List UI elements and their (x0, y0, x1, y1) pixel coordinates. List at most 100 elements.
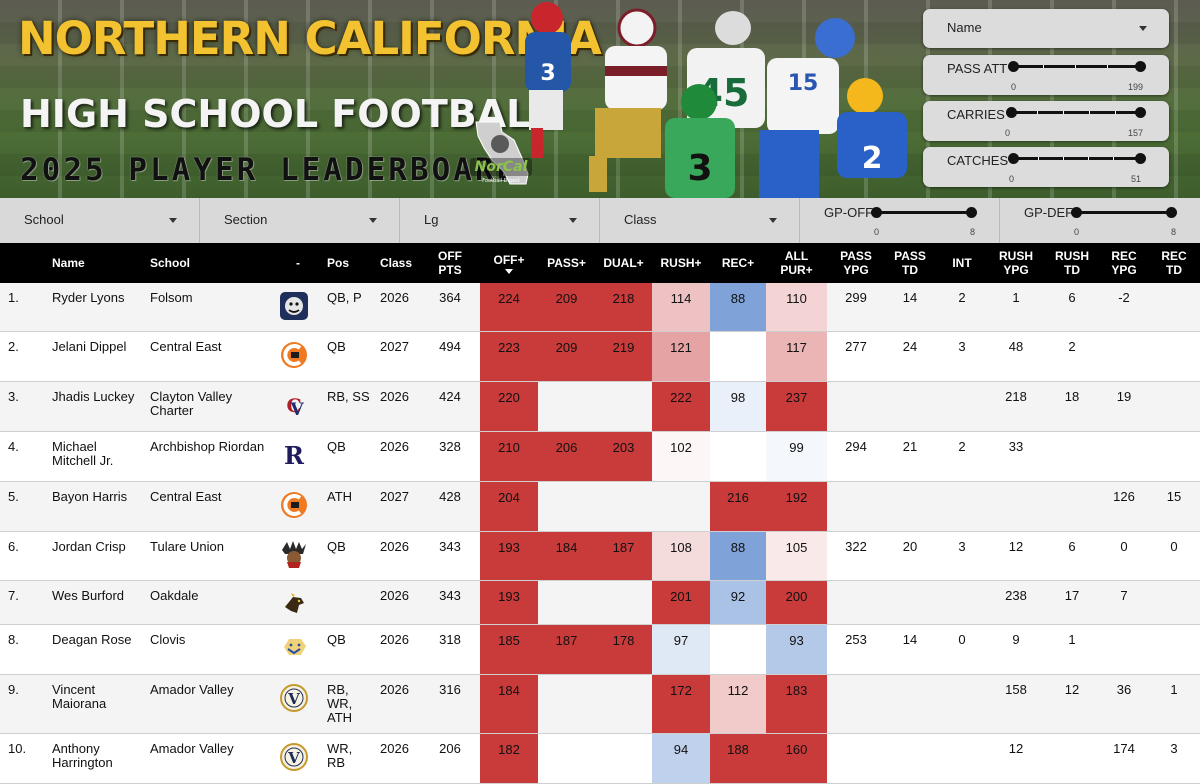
cell-school: Amador Valley (150, 741, 234, 756)
cell-class: 2026 (380, 290, 409, 305)
column-header-int[interactable]: INT (942, 243, 982, 283)
pass-att-range-slider[interactable] (1008, 61, 1146, 72)
hero-banner: NORTHERN CALIFORNIA HIGH SCHOOL FOOTBALL… (0, 0, 1200, 198)
slider-max-handle[interactable] (1135, 61, 1146, 72)
cell-rec-td (1154, 581, 1194, 624)
slider-min-handle[interactable] (1008, 153, 1019, 164)
cell-name[interactable]: Michael Mitchell Jr. (52, 439, 114, 468)
table-row[interactable]: 8. Deagan Rose Clovis QB 2026 318 185 187 178 97 9… (0, 625, 1200, 675)
rank-cell: 2. (8, 339, 19, 354)
gp-off-range-slider[interactable] (871, 207, 977, 218)
heat-cell-pass-plus (538, 382, 595, 431)
cell-pos: QB, P (327, 290, 362, 305)
slider-max-handle[interactable] (1135, 107, 1146, 118)
cell-off-pts: 328 (439, 439, 461, 454)
heat-cell-dual-plus (595, 581, 652, 624)
column-header-class[interactable]: Class (380, 243, 416, 283)
column-header-pass-td[interactable]: PASS TD (890, 243, 930, 283)
table-row[interactable]: 6. Jordan Crisp Tulare Union QB 2026 343 193 18… (0, 532, 1200, 581)
table-row[interactable]: 7. Wes Burford Oakdale 2026 343 193 201 92 200 23… (0, 581, 1200, 625)
column-header-text: Name (52, 256, 85, 270)
column-header-text: OFF+ (493, 252, 525, 267)
cell-name[interactable]: Vincent Maiorana (52, 682, 107, 711)
column-header-pass-plus[interactable]: PASS+ (538, 243, 595, 283)
cell-pass-td: 20 (902, 539, 918, 554)
table-row[interactable]: 2. Jelani Dippel Central East QB 2027 494 223 2… (0, 332, 1200, 382)
player-photo: 2 (837, 78, 907, 178)
filter-label: Class (624, 212, 657, 227)
cell-name[interactable]: Ryder Lyons (52, 290, 125, 305)
table-row[interactable]: 4. Michael Mitchell Jr. Archbishop Riordan… (0, 432, 1200, 482)
slider-min-handle[interactable] (1008, 61, 1019, 72)
cell-pass-ypg (836, 382, 876, 431)
slider-min-value: 0 (1074, 227, 1080, 237)
column-header-rush-plus[interactable]: RUSH+ (652, 243, 710, 283)
filter-label: School (24, 212, 64, 227)
heat-cell-all-pur-plus: 99 (766, 432, 827, 481)
chevron-down-icon (169, 218, 177, 223)
slider-max-handle[interactable] (966, 207, 977, 218)
column-header-pos[interactable]: Pos (327, 243, 373, 283)
cell-name[interactable]: Jhadis Luckey (52, 389, 135, 404)
heat-cell-pass-plus: 206 (538, 432, 595, 481)
section-filter-dropdown[interactable]: Section (200, 198, 400, 243)
slider-max-handle[interactable] (1166, 207, 1177, 218)
column-header-pass-ypg[interactable]: PASS YPG (836, 243, 876, 283)
cell-pass-ypg (836, 734, 876, 783)
table-row[interactable]: 9. Vincent Maiorana Amador Valley V RB, WR, … (0, 675, 1200, 734)
heat-cell-rush-plus: 201 (652, 581, 710, 624)
cell-name[interactable]: Jordan Crisp (52, 539, 126, 554)
column-header-school[interactable]: School (150, 243, 268, 283)
column-header-dual-plus[interactable]: DUAL+ (595, 243, 652, 283)
gp-def-range-slider[interactable] (1071, 207, 1177, 218)
cell-school: Clovis (150, 632, 186, 647)
column-header-text: - (296, 256, 300, 270)
class-filter-dropdown[interactable]: Class (600, 198, 800, 243)
table-row[interactable]: 5. Bayon Harris Central East ATH 2027 428 204 2… (0, 482, 1200, 532)
slider-min-handle[interactable] (1071, 207, 1082, 218)
heat-cell-rush-plus: 108 (652, 532, 710, 580)
slider-min-handle[interactable] (871, 207, 882, 218)
cell-name[interactable]: Jelani Dippel (52, 339, 127, 354)
column-header-rec-plus[interactable]: REC+ (710, 243, 766, 283)
cell-class: 2026 (380, 439, 409, 454)
lg-filter-dropdown[interactable]: Lg (400, 198, 600, 243)
heat-cell-rec-plus: 188 (710, 734, 766, 783)
table-row[interactable]: 10. Anthony Harrington Amador Valley V WR, R… (0, 734, 1200, 784)
column-header-logo[interactable]: - (278, 243, 318, 283)
heat-cell-dual-plus (595, 675, 652, 733)
catches-range-slider[interactable] (1008, 153, 1146, 164)
column-header-rush-td[interactable]: RUSH TD (1052, 243, 1092, 283)
column-header-rec-td[interactable]: REC TD (1154, 243, 1194, 283)
column-header-name[interactable]: Name (52, 243, 142, 283)
cell-name[interactable]: Wes Burford (52, 588, 125, 603)
cougar-logo-icon (277, 631, 311, 665)
heat-cell-rec-plus (710, 625, 766, 674)
column-header-rec-ypg[interactable]: REC YPG (1104, 243, 1144, 283)
cell-name[interactable]: Bayon Harris (52, 489, 128, 504)
name-dropdown[interactable]: Name (923, 9, 1169, 48)
column-header-rush-ypg[interactable]: RUSH YPG (996, 243, 1036, 283)
slider-min-handle[interactable] (1006, 107, 1017, 118)
column-header-off-plus[interactable]: OFF+ (480, 243, 538, 283)
heat-cell-rush-plus: 222 (652, 382, 710, 431)
cell-school: Central East (150, 489, 222, 504)
carries-range-slider[interactable] (1006, 107, 1146, 118)
column-header-all-pur-plus[interactable]: ALL PUR+ (766, 243, 827, 283)
cell-name[interactable]: Anthony Harrington (52, 741, 113, 770)
cell-int (942, 482, 982, 531)
heat-cell-rush-plus: 97 (652, 625, 710, 674)
player-photo: 15 (759, 18, 855, 198)
title-line2: HIGH SCHOOL FOOTBALL (20, 92, 555, 136)
heat-cell-rec-plus: 88 (710, 532, 766, 580)
slider-max-handle[interactable] (1135, 153, 1146, 164)
table-row[interactable]: 3. Jhadis Luckey Clayton Valley Charter C V R… (0, 382, 1200, 432)
cell-name[interactable]: Deagan Rose (52, 632, 132, 647)
table-row[interactable]: 1. Ryder Lyons Folsom QB, P 2026 364 224 209 218… (0, 283, 1200, 332)
cell-rec-td: 3 (1170, 741, 1178, 756)
cell-int (942, 382, 982, 431)
school-filter-dropdown[interactable]: School (0, 198, 200, 243)
column-header-off-pts[interactable]: OFF PTS (430, 243, 470, 283)
heat-cell-rush-plus: 102 (652, 432, 710, 481)
